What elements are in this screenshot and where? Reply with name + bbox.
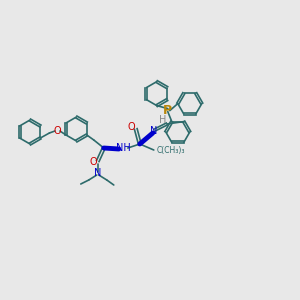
- Text: N: N: [150, 126, 158, 136]
- Text: N: N: [94, 168, 101, 178]
- Text: O: O: [128, 122, 136, 132]
- Text: O: O: [54, 126, 61, 136]
- Text: H: H: [159, 115, 166, 125]
- Text: C(CH₃)₃: C(CH₃)₃: [157, 146, 185, 154]
- Text: P: P: [163, 104, 172, 117]
- Text: O: O: [90, 157, 98, 167]
- Text: NH: NH: [116, 143, 131, 153]
